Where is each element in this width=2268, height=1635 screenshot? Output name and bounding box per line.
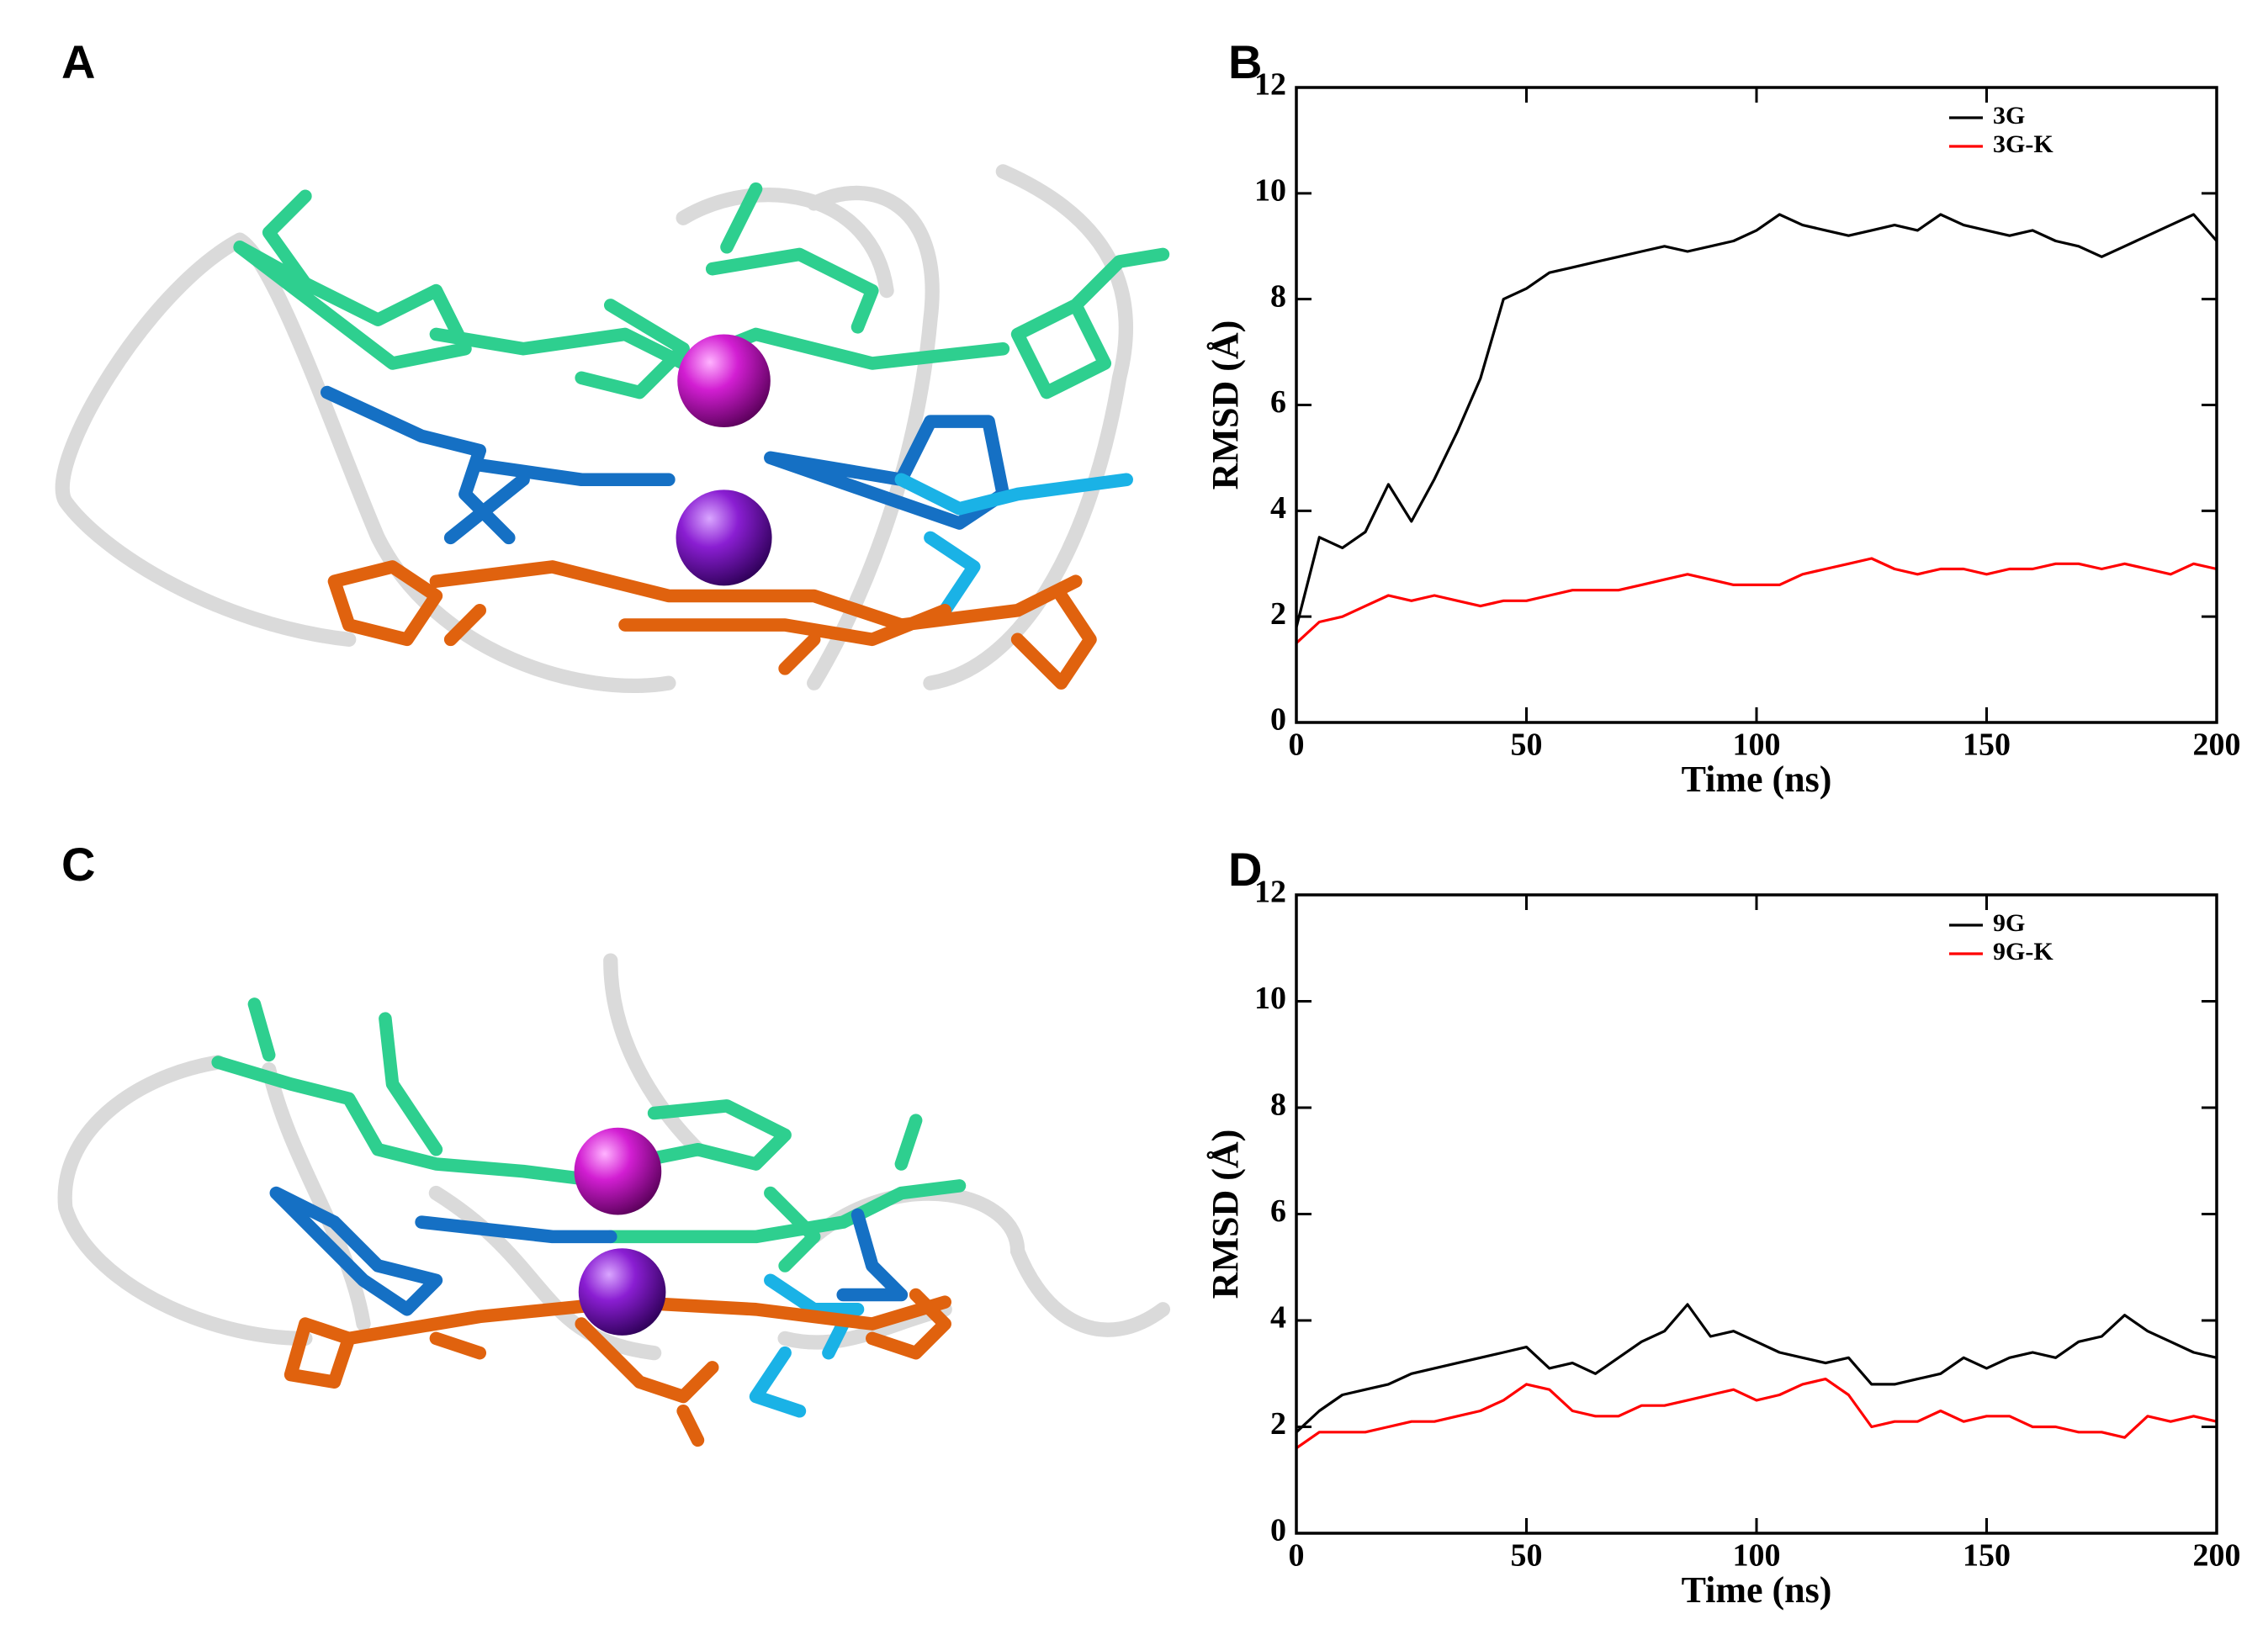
- y-tick-label: 8: [1270, 278, 1286, 314]
- panel-label: B: [1228, 35, 1262, 88]
- x-tick-label: 200: [2193, 1538, 2241, 1574]
- y-tick-label: 8: [1270, 1087, 1286, 1123]
- x-tick-label: 50: [1511, 1538, 1543, 1574]
- x-tick-label: 100: [1733, 1538, 1781, 1574]
- x-tick-label: 150: [1963, 728, 2011, 763]
- y-tick-label: 6: [1270, 1193, 1286, 1229]
- y-tick-label: 2: [1270, 1406, 1286, 1442]
- molecule-a: [55, 164, 1170, 693]
- y-tick-label: 10: [1254, 981, 1286, 1016]
- x-axis-label: Time (ns): [1682, 1569, 1832, 1611]
- y-tick-label: 0: [1270, 1513, 1286, 1548]
- legend-label: 9G-K: [1993, 938, 2053, 966]
- y-tick-label: 0: [1270, 702, 1286, 738]
- plot-frame: [1295, 893, 2218, 1535]
- series-line: [1295, 1303, 2218, 1433]
- series-line: [1295, 213, 2218, 628]
- y-tick-label: 12: [1254, 67, 1286, 103]
- panel-label: D: [1228, 843, 1262, 896]
- y-tick-label: 4: [1270, 490, 1286, 526]
- legend-label: 9G: [1993, 909, 2025, 937]
- series-line: [1296, 1378, 2218, 1450]
- x-tick-label: 0: [1289, 728, 1305, 763]
- molecule-c: [57, 953, 1171, 1447]
- y-tick-label: 2: [1270, 596, 1286, 632]
- y-tick-label: 10: [1254, 173, 1286, 209]
- panel-label: A: [61, 35, 95, 88]
- x-tick-label: 200: [2193, 728, 2241, 763]
- x-tick-label: 100: [1733, 728, 1781, 763]
- y-tick-label: 12: [1254, 875, 1286, 910]
- y-axis-label: RMSD (Å): [1205, 1130, 1246, 1299]
- x-tick-label: 50: [1511, 728, 1543, 763]
- y-axis-label: RMSD (Å): [1205, 320, 1246, 490]
- plot-frame: [1295, 86, 2218, 724]
- x-tick-label: 150: [1963, 1538, 2011, 1574]
- legend-label: 3G-K: [1993, 130, 2053, 158]
- legend-label: 3G: [1993, 102, 2025, 130]
- series-line: [1295, 557, 2218, 644]
- x-axis-label: Time (ns): [1682, 759, 1832, 800]
- y-tick-label: 4: [1270, 1300, 1286, 1336]
- y-tick-label: 6: [1270, 384, 1286, 420]
- panel-label: C: [61, 838, 95, 891]
- x-tick-label: 0: [1289, 1538, 1305, 1574]
